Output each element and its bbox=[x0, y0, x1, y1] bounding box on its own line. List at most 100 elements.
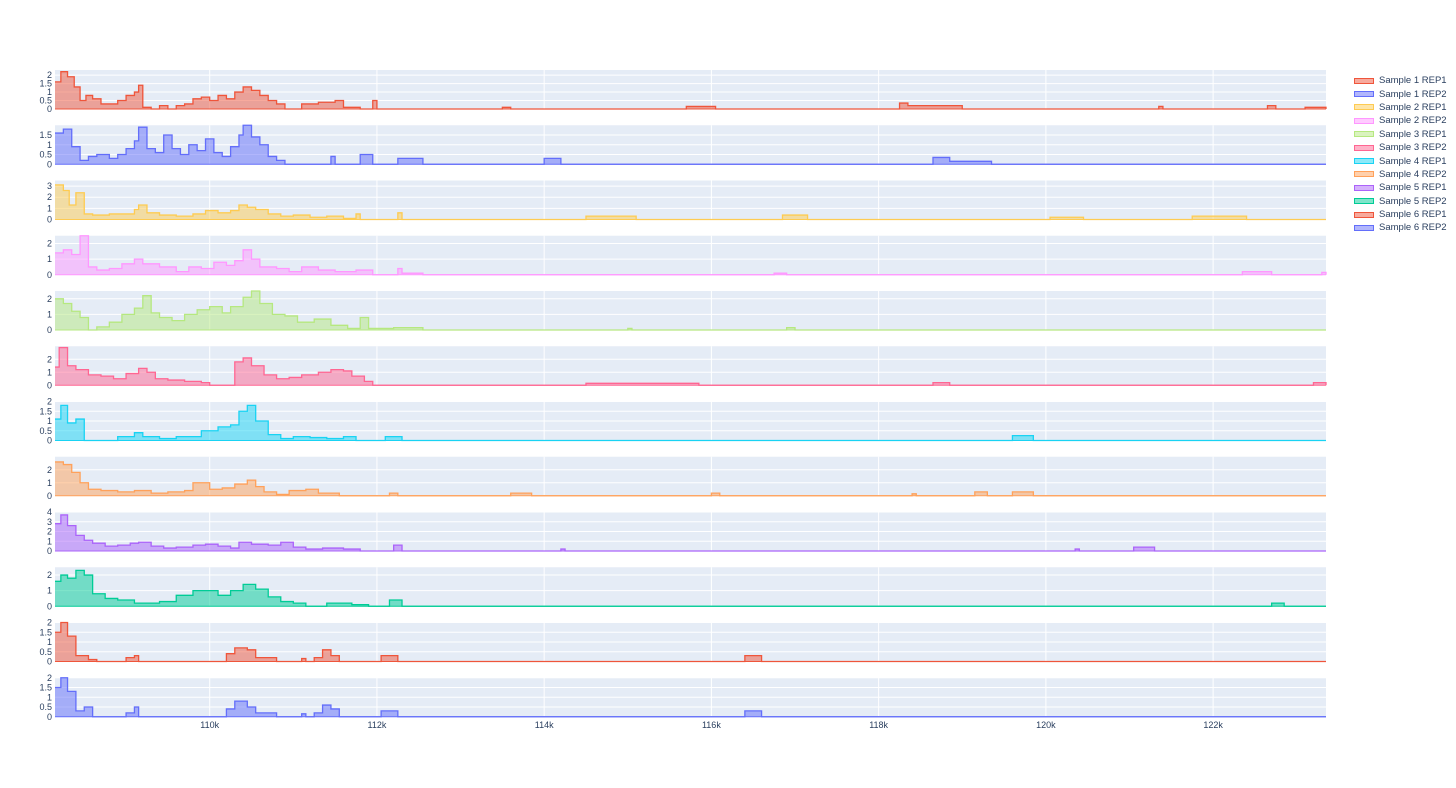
legend-item[interactable]: Sample 6 REP2 bbox=[1354, 221, 1447, 234]
legend-item[interactable]: Sample 1 REP2 bbox=[1354, 87, 1447, 100]
x-tick-label: 122k bbox=[1203, 720, 1223, 730]
y-tick-label: 1.5 bbox=[39, 627, 52, 637]
coverage-area bbox=[55, 347, 1326, 386]
y-tick-label: 0 bbox=[47, 436, 52, 446]
panel-background bbox=[55, 456, 1326, 496]
y-tick-label: 0 bbox=[47, 215, 52, 225]
y-tick-label: 1 bbox=[47, 140, 52, 150]
legend-item[interactable]: Sample 2 REP2 bbox=[1354, 114, 1447, 127]
legend-label: Sample 1 REP1 bbox=[1379, 75, 1447, 87]
y-tick-label: 1.5 bbox=[39, 406, 52, 416]
legend-swatch bbox=[1354, 158, 1374, 165]
y-tick-label: 1 bbox=[47, 536, 52, 546]
y-tick-label: 0.5 bbox=[39, 647, 52, 657]
legend-label: Sample 5 REP2 bbox=[1379, 195, 1447, 207]
y-tick-label: 1 bbox=[47, 87, 52, 97]
legend-label: Sample 6 REP2 bbox=[1379, 222, 1447, 234]
track-panel: 0 1 2 bbox=[47, 346, 1327, 390]
track-panel: 00.511.52 bbox=[39, 70, 1327, 114]
legend-label: Sample 3 REP2 bbox=[1379, 142, 1447, 154]
y-tick-label: 0 bbox=[47, 104, 52, 114]
y-tick-label: 2 bbox=[47, 354, 52, 364]
track-panel: 0 1 2 bbox=[47, 290, 1326, 335]
y-tick-label: 1 bbox=[47, 637, 52, 647]
y-tick-label: 2 bbox=[47, 294, 52, 304]
y-tick-label: 1 bbox=[47, 309, 52, 319]
y-tick-label: 0 bbox=[47, 546, 52, 556]
coverage-line bbox=[55, 677, 1326, 718]
track-panel: 0 1 2 bbox=[47, 567, 1326, 611]
legend-label: Sample 2 REP2 bbox=[1379, 115, 1447, 127]
legend-swatch bbox=[1354, 91, 1374, 98]
legend-label: Sample 6 REP1 bbox=[1379, 209, 1447, 221]
legend-swatch bbox=[1354, 104, 1374, 111]
y-tick-label: 0 bbox=[47, 712, 52, 722]
legend-swatch bbox=[1354, 211, 1374, 218]
legend: Sample 1 REP1 Sample 1 REP2 Sample 2 REP1 S… bbox=[1354, 74, 1447, 235]
y-tick-label: 0.5 bbox=[39, 426, 52, 436]
x-tick-label: 118k bbox=[869, 720, 888, 730]
y-tick-label: 0 bbox=[47, 657, 52, 667]
y-tick-label: 0 bbox=[47, 601, 52, 611]
y-tick-label: 2 bbox=[47, 673, 52, 683]
y-tick-label: 1.5 bbox=[39, 683, 52, 693]
y-tick-label: 2 bbox=[47, 465, 52, 475]
legend-item[interactable]: Sample 5 REP1 bbox=[1354, 181, 1447, 194]
legend-item[interactable]: Sample 3 REP1 bbox=[1354, 128, 1447, 141]
y-tick-label: 0.5 bbox=[39, 702, 52, 712]
y-tick-label: 2 bbox=[47, 192, 52, 202]
legend-item[interactable]: Sample 4 REP1 bbox=[1354, 154, 1447, 167]
legend-swatch bbox=[1354, 117, 1374, 124]
legend-item[interactable]: Sample 2 REP1 bbox=[1354, 101, 1447, 114]
legend-swatch bbox=[1354, 77, 1374, 84]
y-tick-label: 0 bbox=[47, 159, 52, 169]
y-tick-label: 1 bbox=[47, 416, 52, 426]
x-tick-label: 116k bbox=[702, 720, 721, 730]
y-tick-label: 2 bbox=[47, 527, 52, 537]
y-tick-label: 1.5 bbox=[39, 79, 52, 89]
x-tick-label: 112k bbox=[368, 720, 387, 730]
legend-item[interactable]: Sample 5 REP2 bbox=[1354, 195, 1447, 208]
legend-label: Sample 5 REP1 bbox=[1379, 182, 1447, 194]
track-panel: 00.511.52 bbox=[39, 673, 1326, 722]
y-tick-label: 2 bbox=[47, 618, 52, 628]
legend-swatch bbox=[1354, 144, 1374, 151]
legend-label: Sample 1 REP2 bbox=[1379, 88, 1447, 100]
y-tick-label: 1 bbox=[47, 692, 52, 702]
y-tick-label: 0 bbox=[47, 491, 52, 501]
y-tick-label: 2 bbox=[47, 570, 52, 580]
legend-swatch bbox=[1354, 224, 1374, 231]
y-tick-label: 0.5 bbox=[39, 150, 52, 160]
y-tick-label: 1 bbox=[47, 478, 52, 488]
y-tick-label: 4 bbox=[47, 507, 52, 517]
y-tick-label: 1 bbox=[47, 254, 52, 264]
coverage-line bbox=[55, 514, 1326, 552]
y-tick-label: 0.5 bbox=[39, 96, 52, 106]
legend-item[interactable]: Sample 4 REP2 bbox=[1354, 168, 1447, 181]
coverage-line bbox=[55, 71, 1327, 110]
legend-item[interactable]: Sample 6 REP1 bbox=[1354, 208, 1447, 221]
legend-label: Sample 3 REP1 bbox=[1379, 128, 1447, 140]
legend-swatch bbox=[1354, 184, 1374, 191]
legend-item[interactable]: Sample 3 REP2 bbox=[1354, 141, 1447, 154]
y-tick-label: 1 bbox=[47, 367, 52, 377]
track-panel: 0 1 2 bbox=[47, 456, 1326, 501]
y-tick-label: 1.5 bbox=[39, 130, 52, 140]
track-panel: 0 1 2 bbox=[47, 235, 1327, 280]
coverage-line bbox=[55, 124, 1326, 165]
legend-swatch bbox=[1354, 131, 1374, 138]
track-panel: 00.511.52 bbox=[39, 397, 1326, 446]
y-tick-label: 2 bbox=[47, 239, 52, 249]
legend-item[interactable]: Sample 1 REP1 bbox=[1354, 74, 1447, 87]
track-panel: 0 123 bbox=[47, 180, 1326, 225]
x-tick-label: 110k bbox=[200, 720, 219, 730]
legend-swatch bbox=[1354, 171, 1374, 178]
track-panel: 00.511.52 bbox=[39, 618, 1326, 667]
coverage-area bbox=[55, 291, 1326, 330]
y-tick-label: 3 bbox=[47, 181, 52, 191]
coverage-line bbox=[55, 461, 1326, 497]
coverage-area bbox=[55, 570, 1326, 607]
y-tick-label: 0 bbox=[47, 380, 52, 390]
